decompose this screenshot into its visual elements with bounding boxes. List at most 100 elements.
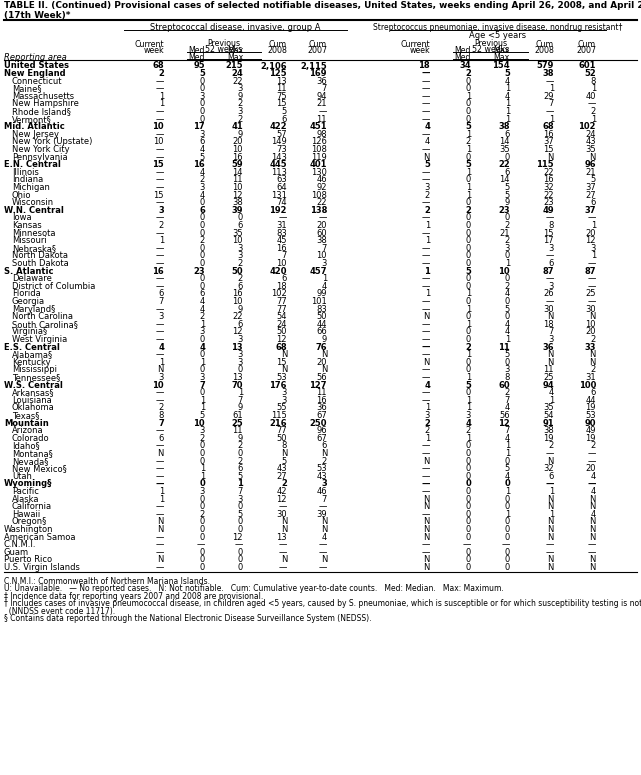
- Text: 3: 3: [238, 494, 243, 504]
- Text: —: —: [156, 84, 164, 93]
- Text: 250: 250: [310, 418, 327, 428]
- Text: 0: 0: [504, 502, 510, 512]
- Text: —: —: [197, 540, 205, 549]
- Text: Indiana: Indiana: [12, 175, 43, 184]
- Text: TABLE II. (Continued) Provisional cases of selected notifiable diseases, United : TABLE II. (Continued) Provisional cases …: [4, 1, 641, 10]
- Text: —: —: [422, 297, 430, 306]
- Text: West Virginia: West Virginia: [12, 335, 67, 344]
- Text: 68: 68: [276, 343, 287, 352]
- Text: Montana§: Montana§: [12, 449, 53, 458]
- Text: N: N: [424, 312, 430, 322]
- Text: 0: 0: [504, 358, 510, 367]
- Text: 5: 5: [504, 464, 510, 474]
- Text: Mountain: Mountain: [4, 418, 49, 428]
- Text: 10: 10: [317, 252, 327, 260]
- Text: N: N: [590, 350, 596, 360]
- Text: 2: 2: [466, 137, 471, 146]
- Text: 1: 1: [504, 510, 510, 519]
- Text: 4: 4: [504, 92, 510, 101]
- Text: N: N: [590, 532, 596, 542]
- Text: N: N: [547, 502, 554, 512]
- Text: —: —: [156, 502, 164, 512]
- Text: 0: 0: [200, 456, 205, 466]
- Text: 0: 0: [466, 449, 471, 458]
- Text: 0: 0: [200, 532, 205, 542]
- Text: 1: 1: [504, 99, 510, 109]
- Text: 2: 2: [238, 456, 243, 466]
- Text: 0: 0: [200, 548, 205, 557]
- Text: 2: 2: [322, 456, 327, 466]
- Text: 43: 43: [317, 472, 327, 481]
- Text: 77: 77: [276, 426, 287, 436]
- Text: 0: 0: [466, 84, 471, 93]
- Text: N: N: [281, 350, 287, 360]
- Text: 4: 4: [591, 510, 596, 519]
- Text: 2: 2: [158, 69, 164, 78]
- Text: W.N. Central: W.N. Central: [4, 206, 64, 215]
- Text: 0: 0: [466, 297, 471, 306]
- Text: Cum: Cum: [578, 40, 596, 49]
- Text: —: —: [279, 213, 287, 222]
- Text: 0: 0: [200, 442, 205, 450]
- Text: 1: 1: [159, 99, 164, 109]
- Text: 0: 0: [466, 494, 471, 504]
- Text: N: N: [281, 518, 287, 526]
- Text: 3: 3: [238, 107, 243, 116]
- Text: 0: 0: [504, 312, 510, 322]
- Text: 10: 10: [153, 137, 164, 146]
- Text: 96: 96: [585, 160, 596, 169]
- Text: 94: 94: [317, 92, 327, 101]
- Text: 0: 0: [504, 525, 510, 534]
- Text: 39: 39: [317, 510, 327, 519]
- Text: American Samoa: American Samoa: [4, 532, 76, 542]
- Text: 18: 18: [544, 320, 554, 329]
- Text: 0: 0: [238, 366, 243, 374]
- Text: 3: 3: [158, 206, 164, 215]
- Text: —: —: [422, 328, 430, 336]
- Text: 20: 20: [233, 137, 243, 146]
- Text: 0: 0: [200, 229, 205, 238]
- Text: —: —: [545, 480, 554, 488]
- Text: —: —: [156, 320, 164, 329]
- Text: Iowa: Iowa: [12, 213, 31, 222]
- Text: California: California: [12, 502, 52, 512]
- Text: 0: 0: [504, 518, 510, 526]
- Text: 6: 6: [199, 290, 205, 298]
- Text: W.S. Central: W.S. Central: [4, 381, 63, 390]
- Text: —: —: [156, 183, 164, 192]
- Text: 2,115: 2,115: [300, 61, 327, 71]
- Text: 1: 1: [466, 373, 471, 382]
- Text: 6: 6: [549, 472, 554, 481]
- Text: 0: 0: [466, 259, 471, 268]
- Text: —: —: [156, 472, 164, 481]
- Text: 3: 3: [238, 252, 243, 260]
- Text: 0: 0: [200, 213, 205, 222]
- Text: 1: 1: [425, 434, 430, 443]
- Text: —: —: [422, 305, 430, 314]
- Text: 9: 9: [238, 404, 243, 412]
- Text: 119: 119: [312, 153, 327, 162]
- Text: Med: Med: [188, 46, 205, 55]
- Text: 0: 0: [200, 494, 205, 504]
- Text: 7: 7: [504, 426, 510, 436]
- Text: 3: 3: [281, 388, 287, 398]
- Text: N: N: [281, 366, 287, 374]
- Text: 1: 1: [466, 404, 471, 412]
- Text: 38: 38: [232, 198, 243, 207]
- Text: 34: 34: [460, 61, 471, 71]
- Text: E.S. Central: E.S. Central: [4, 343, 60, 352]
- Text: 6: 6: [281, 274, 287, 284]
- Text: Guam: Guam: [4, 548, 29, 557]
- Text: 2: 2: [465, 69, 471, 78]
- Text: 5: 5: [238, 472, 243, 481]
- Text: 64: 64: [276, 183, 287, 192]
- Text: 3: 3: [465, 411, 471, 420]
- Text: 95: 95: [194, 61, 205, 71]
- Text: 2: 2: [159, 221, 164, 230]
- Text: 2: 2: [200, 510, 205, 519]
- Text: 1: 1: [549, 84, 554, 93]
- Text: —: —: [588, 99, 596, 109]
- Text: 37: 37: [585, 206, 596, 215]
- Text: —: —: [422, 259, 430, 268]
- Text: 131: 131: [271, 191, 287, 200]
